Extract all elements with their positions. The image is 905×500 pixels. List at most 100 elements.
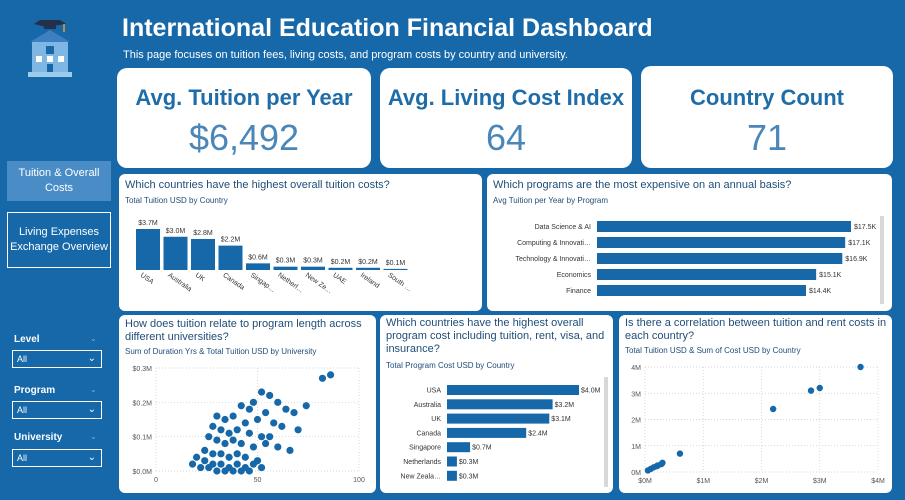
bar-3 xyxy=(597,269,817,280)
kpi-card-country-count: Country Count 71 xyxy=(641,66,893,168)
scatter-point-54 xyxy=(205,463,213,472)
y-tick-label: $0.2M xyxy=(133,400,153,407)
scatter-point-41 xyxy=(241,453,249,461)
data-label: $3.1M xyxy=(551,416,571,423)
data-label: $2.2M xyxy=(221,237,241,244)
data-label: $0.2M xyxy=(358,259,378,266)
scatter-point-17 xyxy=(270,419,278,427)
scatter-point-34 xyxy=(274,443,282,451)
nav-tuition-overall-costs-button[interactable]: Tuition & Overall Costs xyxy=(7,161,111,201)
bar-9 xyxy=(383,268,408,270)
x-tick-label: UK xyxy=(194,272,206,284)
scatter-point-52 xyxy=(188,460,197,468)
scatter-point-24 xyxy=(245,429,253,437)
scatter-point-23 xyxy=(233,426,241,434)
x-tick-label: Canada xyxy=(221,272,245,292)
filter-university-label: University xyxy=(14,432,63,443)
scatter-point-13 xyxy=(221,415,229,424)
data-label: $14.4K xyxy=(809,288,832,295)
data-label: $0.3M xyxy=(459,459,479,466)
scatter-point-2 xyxy=(257,388,266,396)
scatter-point-7 xyxy=(245,405,253,413)
kpi-value: 64 xyxy=(485,117,527,158)
bar-8 xyxy=(356,267,380,270)
scatter-point-0 xyxy=(857,363,864,371)
x-tick-label: 100 xyxy=(353,477,365,484)
data-label: $0.1M xyxy=(386,260,406,267)
nav-living-expenses-button[interactable]: Living Expenses Exchange Overview xyxy=(7,212,111,268)
program-cost-chart: Data Science & AI $17.5K Computing & Innov… xyxy=(516,221,877,296)
data-label: $0.3M xyxy=(459,473,479,480)
bar-1 xyxy=(597,237,846,248)
y-tick-label: $0.1M xyxy=(133,435,153,442)
scatter-point-8 xyxy=(262,409,270,417)
panel-question: Is there a correlation between tuition a… xyxy=(625,317,887,342)
scrollbar[interactable] xyxy=(880,216,884,304)
bar-7 xyxy=(328,267,353,270)
scatter-point-3 xyxy=(266,391,274,400)
total-program-cost-chart: USA $4.0M Australia $3.2M UK $3.1M Canada $2.4M… xyxy=(401,385,601,481)
y-tick-label: 1M xyxy=(631,444,641,451)
scatter-point-27 xyxy=(205,433,213,441)
y-tick-label: Canada xyxy=(416,430,441,437)
kpi-card-avg-tuition: Avg. Tuition per Year $6,492 xyxy=(117,68,371,168)
panel-question: How does tuition relate to program lengt… xyxy=(125,318,362,343)
y-tick-label: 0M xyxy=(631,470,641,477)
scatter-point-10 xyxy=(290,409,298,417)
bar-6 xyxy=(447,470,457,481)
scatter-point-53 xyxy=(197,463,205,472)
x-tick-label: South … xyxy=(386,272,412,293)
y-tick-label: Netherlands xyxy=(403,459,441,466)
y-tick-label: Australia xyxy=(414,402,441,409)
bar-0 xyxy=(447,385,579,395)
scatter-point-48 xyxy=(233,460,241,468)
sidebar: Tuition & Overall Costs Living Expenses … xyxy=(0,132,118,493)
y-tick-label: Computing & Innovati… xyxy=(517,240,591,247)
data-label: $3.2M xyxy=(555,402,575,409)
kpi-card-living-cost: Avg. Living Cost Index 64 xyxy=(380,68,632,168)
kpi-title: Country Count xyxy=(690,85,844,110)
panel-question: Which countries have the highest overall… xyxy=(386,317,605,355)
scatter-point-59 xyxy=(245,467,253,475)
scatter-point-29 xyxy=(221,439,229,448)
panel-duration-scatter: How does tuition relate to program lengt… xyxy=(119,315,376,493)
filter-university-select[interactable]: All ⌄ xyxy=(12,449,102,467)
bar-0 xyxy=(136,229,160,270)
y-tick-label: Technology & Innovati… xyxy=(516,256,592,263)
scatter-point-46 xyxy=(217,460,225,468)
x-tick-label: UAE xyxy=(331,272,347,286)
x-tick-label: $0M xyxy=(638,478,652,485)
data-label: $15.1K xyxy=(819,272,842,279)
x-tick-label: USA xyxy=(139,272,155,286)
scatter-point-15 xyxy=(241,419,249,427)
kpi-value: 71 xyxy=(746,117,788,158)
scatter-point-39 xyxy=(225,453,233,461)
scatter-point-25 xyxy=(257,433,266,441)
data-label: $2.8M xyxy=(193,230,213,237)
filter-program-select[interactable]: All ⌄ xyxy=(12,401,102,419)
filter-level-select[interactable]: All ⌄ xyxy=(12,350,102,368)
x-tick-label: New Ze… xyxy=(304,272,334,296)
scatter-point-32 xyxy=(249,443,258,451)
scatter-point-0 xyxy=(318,374,327,382)
data-label: $0.6M xyxy=(248,254,268,261)
y-tick-label: Singapore xyxy=(409,445,441,452)
scatter-point-11 xyxy=(644,467,652,474)
tuition-rent-scatter: 0M 1M 2M 3M 4M $0M $1M $2M $3M $4M xyxy=(631,363,885,485)
scatter-point-57 xyxy=(229,467,237,475)
scatter-point-5 xyxy=(274,398,282,406)
scrollbar[interactable] xyxy=(604,377,608,487)
scatter-point-4 xyxy=(676,450,684,457)
bar-2 xyxy=(447,413,550,424)
scatter-point-44 xyxy=(201,457,209,465)
y-tick-label: UK xyxy=(431,416,441,423)
x-tick-label: Netherl… xyxy=(276,272,304,295)
scatter-point-40 xyxy=(233,450,241,458)
y-tick-label: 3M xyxy=(631,391,641,398)
tuition-by-country-chart: $3.7M USA $3.0M Australia $2.8M UK $2.2M Canada… xyxy=(136,220,413,296)
y-tick-label: 4M xyxy=(631,365,641,372)
y-tick-label: New Zeala… xyxy=(401,473,441,480)
bar-5 xyxy=(447,456,457,467)
data-label: $3.7M xyxy=(138,220,158,227)
